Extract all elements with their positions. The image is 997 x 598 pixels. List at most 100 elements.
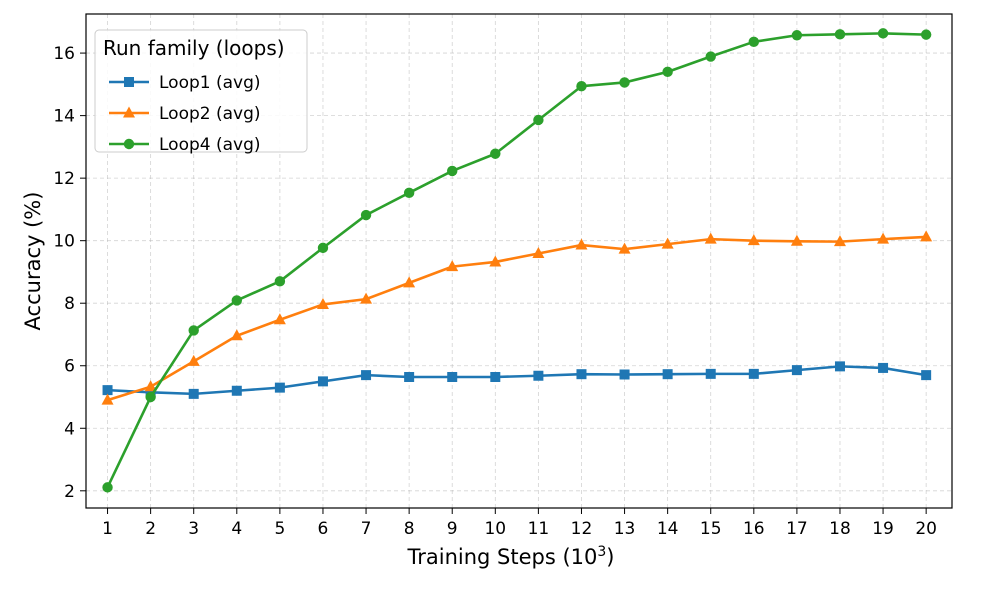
y-axis: 2 4 6 8 10 12 14 16	[53, 44, 86, 502]
data-point	[231, 295, 242, 306]
x-tick-label: 15	[700, 519, 722, 539]
legend-marker	[123, 106, 135, 118]
data-point	[747, 234, 760, 246]
x-tick-label: 10	[484, 519, 506, 539]
y-axis-title: Accuracy (%)	[21, 192, 45, 331]
data-point	[102, 385, 113, 396]
data-point	[230, 329, 243, 341]
x-tick-label: 12	[571, 519, 593, 539]
x-tick-label: 4	[231, 519, 242, 539]
legend-label: Loop1 (avg)	[159, 73, 261, 93]
data-point	[576, 81, 587, 92]
data-point	[921, 370, 932, 381]
data-point	[619, 77, 630, 88]
data-point	[188, 388, 199, 399]
data-point	[790, 234, 803, 246]
data-point	[403, 276, 416, 288]
data-point	[101, 393, 114, 405]
legend-marker	[124, 77, 134, 87]
x-tick-label: 13	[614, 519, 636, 539]
data-point	[920, 29, 932, 40]
data-point	[404, 371, 415, 382]
data-point	[833, 235, 846, 247]
data-point	[447, 371, 458, 382]
y-tick-label: 2	[64, 482, 75, 502]
data-point	[618, 242, 631, 254]
x-tick-label: 8	[404, 519, 415, 539]
data-point	[533, 114, 544, 126]
series-1	[102, 361, 932, 399]
x-axis-title-superscript: 3	[597, 544, 606, 560]
data-point	[661, 237, 674, 249]
x-tick-label: 7	[361, 519, 372, 539]
series-layer	[101, 28, 933, 493]
data-point	[360, 209, 372, 221]
y-tick-label: 14	[53, 107, 75, 127]
data-point	[662, 66, 673, 78]
legend: Run family (loops) Loop1 (avg) Loop2 (avg…	[94, 29, 308, 155]
x-tick-label: 17	[786, 519, 808, 539]
data-point	[834, 361, 845, 372]
data-point	[834, 29, 846, 40]
legend-label: Loop2 (avg)	[159, 104, 261, 124]
legend-label: Loop4 (avg)	[159, 135, 261, 155]
series-line	[106, 32, 927, 488]
y-tick-label: 16	[53, 44, 75, 64]
x-tick-label: 3	[188, 519, 199, 539]
data-point	[748, 36, 760, 48]
series-3	[102, 28, 932, 493]
data-point	[489, 255, 502, 267]
y-tick-label: 4	[64, 419, 75, 439]
data-point	[576, 369, 587, 380]
data-point	[490, 148, 501, 159]
x-tick-label: 1	[102, 519, 113, 539]
legend-marker	[123, 138, 135, 150]
data-point	[705, 51, 716, 62]
plot-frame	[85, 13, 953, 509]
y-tick-label: 8	[64, 294, 75, 314]
series-line	[107, 365, 927, 396]
data-point	[187, 354, 200, 366]
legend-entry: Loop4 (avg)	[109, 135, 261, 155]
legend-box	[94, 29, 308, 153]
data-point	[361, 370, 372, 381]
x-tick-label: 19	[872, 519, 894, 539]
legend-entry: Loop2 (avg)	[109, 104, 261, 124]
data-point	[446, 260, 459, 272]
data-point	[920, 230, 933, 242]
data-point	[878, 362, 889, 373]
data-point	[231, 385, 242, 396]
data-point	[360, 292, 373, 304]
legend-entry: Loop1 (avg)	[109, 73, 261, 93]
data-point	[705, 368, 716, 379]
x-tick-label: 20	[915, 519, 937, 539]
x-axis: 1 2 3 4 5 6 7 8 9 10 11 12 13 14 15 16 17 18 19 20	[102, 508, 937, 539]
data-point	[877, 28, 889, 39]
data-point	[791, 365, 802, 376]
data-point	[791, 30, 803, 41]
series-2	[101, 230, 933, 405]
legend-entries: Loop1 (avg) Loop2 (avg) Loop4 (avg)	[109, 73, 261, 155]
data-point	[619, 369, 630, 380]
data-point	[575, 238, 588, 250]
x-axis-title-suffix: )	[606, 545, 614, 569]
data-point	[274, 276, 286, 287]
data-point	[877, 232, 890, 244]
data-point	[748, 368, 759, 379]
data-point	[145, 391, 156, 403]
data-point	[317, 242, 329, 254]
y-tick-label: 6	[64, 357, 75, 377]
data-point	[403, 187, 415, 199]
data-point	[188, 325, 199, 336]
x-tick-label: 14	[657, 519, 679, 539]
x-tick-label: 18	[829, 519, 851, 539]
x-tick-label: 9	[447, 519, 458, 539]
y-tick-label: 10	[53, 232, 75, 252]
data-point	[662, 369, 673, 380]
x-tick-label: 5	[274, 519, 285, 539]
data-point	[274, 382, 285, 393]
series-line	[107, 235, 927, 402]
data-point	[704, 232, 717, 244]
x-axis-title-main: Training Steps (10	[406, 545, 597, 569]
